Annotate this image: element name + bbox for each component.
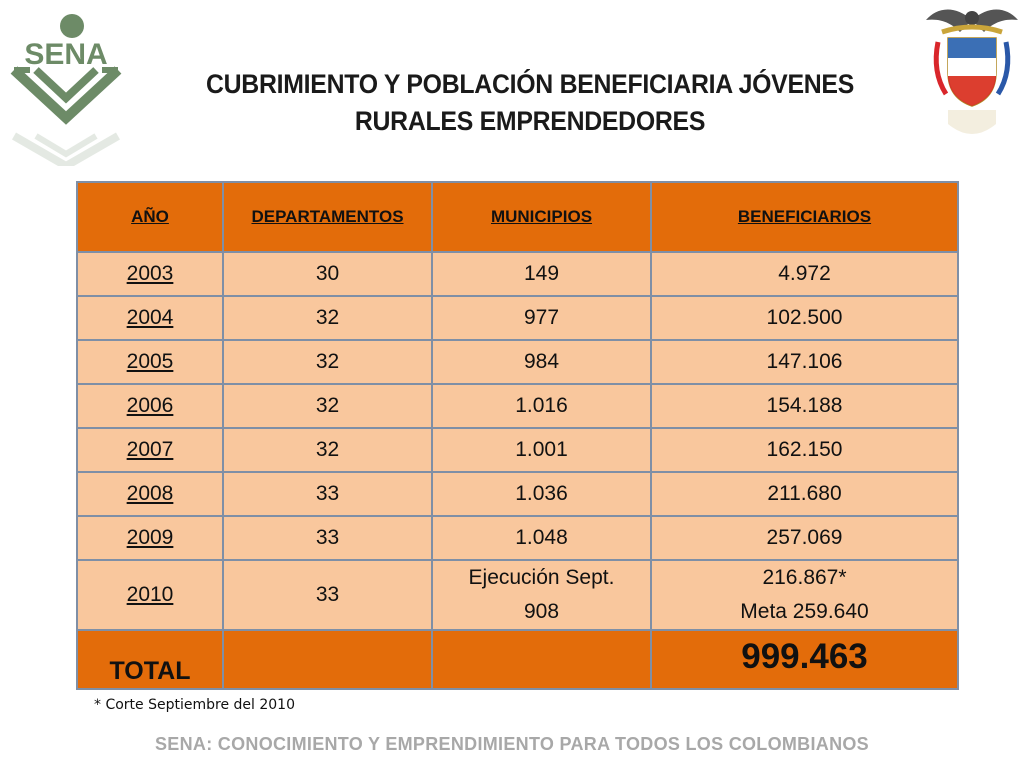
year-link[interactable]: 2003	[76, 251, 224, 297]
table-row: 2003 30 149 4.972	[76, 251, 959, 297]
column-header-year: AÑO	[76, 181, 224, 253]
table-row: 2005 32 984 147.106	[76, 339, 959, 385]
departamentos-cell: 33	[222, 559, 433, 631]
municipios-cell: Ejecución Sept. 908	[431, 559, 652, 631]
table-row-2010: 2010 33 Ejecución Sept. 908 216.867* Met…	[76, 559, 959, 631]
table-row: 2009 33 1.048 257.069	[76, 515, 959, 561]
departamentos-cell: 32	[222, 295, 433, 341]
municipios-cell: 1.048	[431, 515, 652, 561]
beneficiarios-cell: 257.069	[650, 515, 959, 561]
empty-cell	[222, 629, 433, 690]
beneficiarios-cell: 4.972	[650, 251, 959, 297]
table-row: 2006 32 1.016 154.188	[76, 383, 959, 429]
municipios-value: 908	[523, 600, 560, 623]
departamentos-cell: 32	[222, 427, 433, 473]
beneficiarios-cell: 162.150	[650, 427, 959, 473]
year-link[interactable]: 2010	[76, 559, 224, 631]
departamentos-cell: 32	[222, 339, 433, 385]
beneficiarios-cell: 216.867* Meta 259.640	[650, 559, 959, 631]
column-header-departamentos: DEPARTAMENTOS	[222, 181, 433, 253]
beneficiarios-cell: 147.106	[650, 339, 959, 385]
year-link[interactable]: 2007	[76, 427, 224, 473]
total-value: 999.463	[650, 629, 959, 690]
table-row: 2008 33 1.036 211.680	[76, 471, 959, 517]
column-header-beneficiarios: BENEFICIARIOS	[650, 181, 959, 253]
beneficiarios-goal: Meta 259.640	[740, 600, 869, 623]
beneficiaries-table: AÑO DEPARTAMENTOS MUNICIPIOS BENEFICIARI…	[76, 181, 959, 690]
title-line-1: CUBRIMIENTO Y POBLACIÓN BENEFICIARIA JÓV…	[205, 69, 855, 99]
departamentos-cell: 30	[222, 251, 433, 297]
year-link[interactable]: 2006	[76, 383, 224, 429]
table-header-row: AÑO DEPARTAMENTOS MUNICIPIOS BENEFICIARI…	[76, 181, 959, 253]
sena-logo-text: SENA	[24, 38, 107, 71]
table-row: 2007 32 1.001 162.150	[76, 427, 959, 473]
municipios-cell: 1.036	[431, 471, 652, 517]
table-row: 2004 32 977 102.500	[76, 295, 959, 341]
footnote: * Corte Septiembre del 2010	[94, 697, 295, 713]
departamentos-cell: 33	[222, 471, 433, 517]
page-title: CUBRIMIENTO Y POBLACIÓN BENEFICIARIA JÓV…	[180, 66, 879, 140]
departamentos-cell: 32	[222, 383, 433, 429]
year-link[interactable]: 2005	[76, 339, 224, 385]
empty-cell	[431, 629, 652, 690]
column-header-municipios: MUNICIPIOS	[431, 181, 652, 253]
coat-of-arms-emblem	[924, 2, 1020, 134]
year-link[interactable]: 2008	[76, 471, 224, 517]
beneficiarios-value: 216.867*	[762, 566, 847, 589]
title-line-2: RURALES EMPRENDEDORES	[354, 106, 706, 136]
municipios-cell: 1.016	[431, 383, 652, 429]
beneficiarios-cell: 102.500	[650, 295, 959, 341]
municipios-cell: 149	[431, 251, 652, 297]
departamentos-cell: 33	[222, 515, 433, 561]
beneficiarios-cell: 211.680	[650, 471, 959, 517]
municipios-cell: 984	[431, 339, 652, 385]
footer-slogan: SENA: CONOCIMIENTO Y EMPRENDIMIENTO PARA…	[155, 734, 869, 754]
year-link[interactable]: 2009	[76, 515, 224, 561]
year-link[interactable]: 2004	[76, 295, 224, 341]
sena-logo: SENA	[8, 6, 126, 171]
municipios-cell: 977	[431, 295, 652, 341]
total-row: TOTAL 999.463	[76, 629, 959, 690]
total-label: TOTAL	[76, 629, 224, 690]
municipios-cell: 1.001	[431, 427, 652, 473]
municipios-note: Ejecución Sept.	[468, 566, 615, 589]
beneficiarios-cell: 154.188	[650, 383, 959, 429]
